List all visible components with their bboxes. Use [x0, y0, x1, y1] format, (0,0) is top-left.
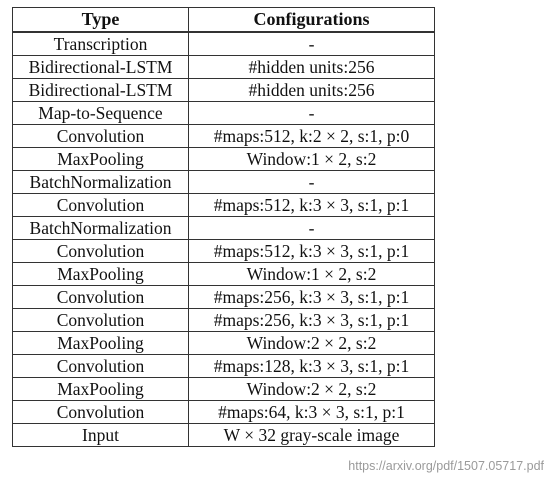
layer-type-cell: MaxPooling — [12, 262, 189, 286]
table-row: Transcription - — [12, 31, 435, 56]
table-row: Convolution #maps:128, k:3 × 3, s:1, p:1 — [12, 354, 435, 378]
layer-type-cell: Convolution — [12, 308, 189, 332]
layer-type-cell: Convolution — [12, 354, 189, 378]
layer-config-cell: #maps:512, k:2 × 2, s:1, p:0 — [188, 124, 435, 148]
layer-config-cell: #maps:512, k:3 × 3, s:1, p:1 — [188, 239, 435, 263]
table-row: MaxPooling Window:2 × 2, s:2 — [12, 331, 435, 355]
layer-type-cell: BatchNormalization — [12, 170, 189, 194]
layer-config-cell: Window:2 × 2, s:2 — [188, 377, 435, 401]
layer-config-cell: - — [188, 31, 435, 56]
layer-type-cell: Convolution — [12, 400, 189, 424]
layer-type-cell: BatchNormalization — [12, 216, 189, 240]
layer-type-cell: Bidirectional-LSTM — [12, 55, 189, 79]
table-row: Convolution #maps:512, k:3 × 3, s:1, p:1 — [12, 193, 435, 217]
header-configurations: Configurations — [188, 7, 435, 33]
table-row: BatchNormalization - — [12, 170, 435, 194]
table-row: Convolution #maps:256, k:3 × 3, s:1, p:1 — [12, 308, 435, 332]
layer-type-cell: Map-to-Sequence — [12, 101, 189, 125]
table-row: Convolution #maps:512, k:2 × 2, s:1, p:0 — [12, 124, 435, 148]
layer-config-cell: #maps:256, k:3 × 3, s:1, p:1 — [188, 308, 435, 332]
table-row: Convolution #maps:64, k:3 × 3, s:1, p:1 — [12, 400, 435, 424]
layer-config-cell: Window:2 × 2, s:2 — [188, 331, 435, 355]
layer-type-cell: MaxPooling — [12, 147, 189, 171]
header-type: Type — [12, 7, 189, 33]
layer-config-cell: - — [188, 101, 435, 125]
layer-config-cell: - — [188, 170, 435, 194]
layer-config-cell: #maps:256, k:3 × 3, s:1, p:1 — [188, 285, 435, 309]
layer-config-cell: #hidden units:256 — [188, 55, 435, 79]
layer-type-cell: Convolution — [12, 124, 189, 148]
table-row: BatchNormalization - — [12, 216, 435, 240]
layer-type-cell: Convolution — [12, 193, 189, 217]
layer-type-cell: Convolution — [12, 285, 189, 309]
layer-config-cell: Window:1 × 2, s:2 — [188, 262, 435, 286]
layer-config-cell: #maps:64, k:3 × 3, s:1, p:1 — [188, 400, 435, 424]
source-url-watermark: https://arxiv.org/pdf/1507.05717.pdf — [348, 459, 544, 473]
layer-type-cell: Input — [12, 423, 189, 447]
layer-config-cell: #maps:128, k:3 × 3, s:1, p:1 — [188, 354, 435, 378]
architecture-table: Type Configurations Transcription - Bidi… — [12, 7, 435, 447]
layer-config-cell: #hidden units:256 — [188, 78, 435, 102]
layer-config-cell: - — [188, 216, 435, 240]
layer-type-cell: Transcription — [12, 31, 189, 56]
layer-type-cell: Bidirectional-LSTM — [12, 78, 189, 102]
table-row: Input W × 32 gray-scale image — [12, 423, 435, 447]
layer-type-cell: MaxPooling — [12, 377, 189, 401]
table-row: Bidirectional-LSTM #hidden units:256 — [12, 55, 435, 79]
table-row: Convolution #maps:512, k:3 × 3, s:1, p:1 — [12, 239, 435, 263]
layer-type-cell: Convolution — [12, 239, 189, 263]
table-row: Bidirectional-LSTM #hidden units:256 — [12, 78, 435, 102]
layer-config-cell: #maps:512, k:3 × 3, s:1, p:1 — [188, 193, 435, 217]
table-row: MaxPooling Window:2 × 2, s:2 — [12, 377, 435, 401]
table-row: MaxPooling Window:1 × 2, s:2 — [12, 147, 435, 171]
layer-config-cell: W × 32 gray-scale image — [188, 423, 435, 447]
table-header-row: Type Configurations — [12, 7, 435, 33]
table-row: Map-to-Sequence - — [12, 101, 435, 125]
table-row: MaxPooling Window:1 × 2, s:2 — [12, 262, 435, 286]
layer-config-cell: Window:1 × 2, s:2 — [188, 147, 435, 171]
layer-type-cell: MaxPooling — [12, 331, 189, 355]
table-row: Convolution #maps:256, k:3 × 3, s:1, p:1 — [12, 285, 435, 309]
